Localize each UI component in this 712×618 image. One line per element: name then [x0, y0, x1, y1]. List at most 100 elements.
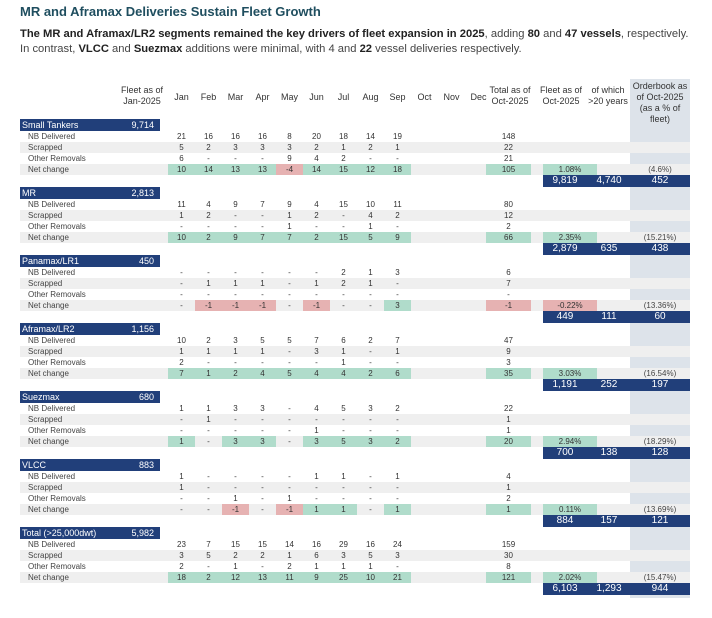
cell-may: -: [288, 358, 291, 367]
segment-name: Suezmax: [22, 392, 60, 402]
over-20-years-value: 635: [600, 243, 618, 254]
cell-total: 1: [506, 483, 511, 492]
cell-sep: 1: [384, 504, 411, 515]
cell-total: 22: [504, 143, 513, 152]
row-label: NB Delivered: [28, 268, 76, 277]
cell-may: -: [288, 483, 291, 492]
cell-may: 9: [287, 200, 292, 209]
cell-may: 9: [287, 154, 292, 163]
cell-jun: 4: [314, 154, 319, 163]
cell-apr: 3: [249, 436, 276, 447]
cell-jun: 1: [314, 279, 319, 288]
cell-jul: 1: [341, 143, 346, 152]
cell-feb: -1: [195, 300, 222, 311]
cell-sep: -: [396, 222, 399, 231]
cell-sep: 9: [384, 232, 411, 243]
cell-aug: 3: [368, 404, 373, 413]
cell-feb: 1: [206, 415, 211, 424]
cell-may: 1: [287, 494, 292, 503]
cell-jun: 16: [312, 540, 321, 549]
cell-jan: -: [180, 290, 183, 299]
segment-fleet-jan: 5,982: [131, 528, 154, 538]
row-label: NB Delivered: [28, 336, 76, 345]
cell-may: 1: [287, 211, 292, 220]
cell-may: 1: [287, 551, 292, 560]
header-month-oct: Oct: [417, 92, 432, 102]
cell-sep: 1: [395, 347, 400, 356]
cell-mar: 16: [231, 132, 240, 141]
summary-text-part: and: [108, 43, 134, 55]
row-label: Scrapped: [28, 143, 63, 152]
table-row: Other Removals 2 - 1 - 2 1 1 1 - 8: [20, 561, 690, 572]
orderbook-value: 197: [651, 379, 669, 390]
cell-jun: 2: [314, 143, 319, 152]
cell-jan: 18: [168, 572, 195, 583]
table-row: Scrapped 1 1 1 1 - 3 1 - 1 9: [20, 346, 690, 357]
over-20-years-value: 138: [600, 447, 618, 458]
summary-text-part: , adding: [484, 28, 528, 40]
cell-jul: 2: [341, 268, 346, 277]
table-row: Other Removals - - - - 1 - - 1 - 2: [20, 221, 690, 232]
table-row: Scrapped 1 2- -1 2-4 2 12: [20, 210, 690, 221]
segment-fleet-jan: 1,156: [131, 324, 154, 334]
row-label: Scrapped: [28, 211, 63, 220]
cell-sep: 1: [395, 472, 400, 481]
cell-aug: 5: [368, 551, 373, 560]
cell-feb: -: [207, 505, 210, 514]
cell-may: -: [288, 290, 291, 299]
cell-jun: -: [315, 483, 318, 492]
cell-mar: 3: [233, 336, 238, 345]
cell-jul: 1: [341, 358, 346, 367]
row-label: Net change: [28, 165, 69, 174]
cell-jan: 7: [168, 368, 195, 379]
row-label: NB Delivered: [28, 200, 76, 209]
cell-sep: 6: [384, 368, 411, 379]
fleet-growth-pct: 2.02%: [543, 572, 597, 583]
cell-jul: 5: [330, 436, 357, 447]
fleet-summary-band: 884 157 121: [543, 515, 690, 527]
table-row: Other Removals - - - - - - - - - -: [20, 289, 690, 300]
cell-jul: -: [342, 415, 345, 424]
cell-feb: -: [207, 426, 210, 435]
cell-apr: -: [261, 268, 264, 277]
cell-jan: -: [180, 279, 183, 288]
cell-jan: -: [180, 268, 183, 277]
cell-total: 148: [501, 132, 516, 141]
cell-total: 8: [506, 562, 511, 571]
cell-jul: -: [342, 483, 345, 492]
cell-total: 1: [506, 415, 511, 424]
segment-header: Suezmax 680: [20, 391, 160, 403]
cell-jan: 10: [168, 232, 195, 243]
cell-jan: 1: [179, 211, 184, 220]
table-row: Net change - - -1- -1 1 1-1 1 0.11% (13.69%): [20, 504, 690, 515]
row-label: Net change: [28, 301, 69, 310]
header-month-may: May: [280, 92, 298, 102]
summary-vlcc: VLCC: [78, 43, 109, 55]
cell-mar: -: [234, 472, 237, 481]
segment-fleet-jan: 2,813: [131, 188, 154, 198]
summary-aframax-count: 47 vessels: [564, 28, 621, 40]
cell-apr: -1: [249, 300, 276, 311]
table-row: Other Removals - - 1 - 1 - - - - 2: [20, 493, 690, 504]
cell-total: 66: [486, 232, 531, 243]
table-row: Net change 10 14 13 13 -4 14 15 12 18 105 1.08% (4.6…: [20, 164, 690, 175]
cell-jul: 1: [341, 562, 346, 571]
cell-aug: -: [369, 426, 372, 435]
summary-mr-count: 80: [527, 28, 541, 40]
segment-name: VLCC: [22, 460, 47, 470]
cell-jan: -: [180, 494, 183, 503]
row-label: Scrapped: [28, 347, 63, 356]
cell-total: 22: [504, 404, 513, 413]
cell-jun: 6: [314, 551, 319, 560]
fleet-oct-value: 1,191: [552, 379, 578, 390]
cell-may: -: [288, 279, 291, 288]
cell-feb: -: [207, 437, 210, 446]
cell-jul: 4: [330, 368, 357, 379]
table-row: NB Delivered 10 2 3 5 5 7 6 2 7 47: [20, 335, 690, 346]
cell-may: -: [288, 347, 291, 356]
cell-apr: -: [261, 494, 264, 503]
cell-jan: -: [180, 415, 183, 424]
orderbook-pct: (15.47%): [643, 573, 677, 582]
cell-total: -1: [486, 300, 531, 311]
cell-jan: 1: [179, 404, 184, 413]
